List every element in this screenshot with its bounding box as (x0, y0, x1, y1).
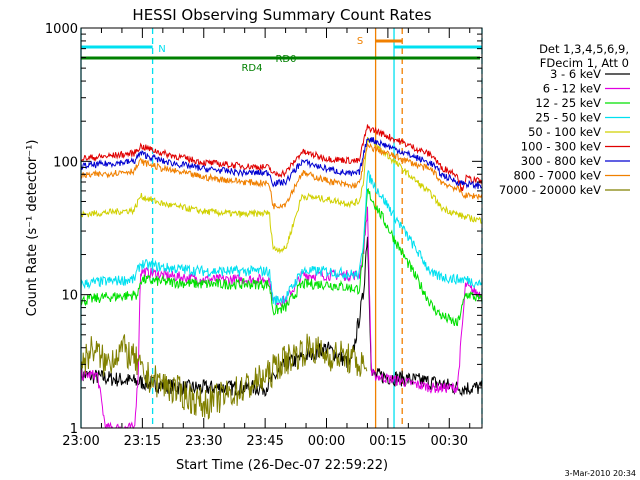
series-layer (80, 124, 483, 430)
annotation-layer: NSRD0RD4 (80, 28, 483, 428)
legend-entry-label: 7000 - 20000 keV (499, 183, 601, 197)
series-line (80, 137, 482, 255)
legend-entry-label: 50 - 100 keV (528, 125, 601, 139)
annotation-label-n: N (158, 44, 165, 55)
series-line (80, 187, 483, 327)
legend-entry-label: 25 - 50 keV (535, 111, 601, 125)
series-line (80, 206, 483, 430)
legend: Det 1,3,4,5,6,9,FDecim 1, Att 03 - 6 keV… (499, 42, 630, 197)
y-tick-label: 1000 (45, 22, 78, 37)
footer-date: 3-Mar-2010 20:34 (565, 469, 636, 478)
axes-layer: 1 10 100 1000 23:00 23:15 23:30 23:45 00:00 00:15… (45, 22, 483, 449)
x-tick-label: 23:45 (246, 434, 283, 449)
x-tick-label: 00:30 (431, 434, 468, 449)
x-axis-label: Start Time (26-Dec-07 22:59:22) (176, 458, 388, 473)
legend-header: Det 1,3,4,5,6,9, (539, 42, 629, 56)
y-tick-label: 10 (61, 289, 78, 304)
x-tick-label: 23:30 (185, 434, 222, 449)
legend-header: FDecim 1, Att 0 (540, 56, 629, 70)
legend-entry-label: 6 - 12 keV (543, 82, 601, 96)
legend-entry-label: 3 - 6 keV (550, 67, 601, 81)
plot-frame (80, 27, 483, 429)
chart-title: HESSI Observing Summary Count Rates (132, 6, 431, 24)
series-line (80, 124, 483, 193)
legend-entry-label: 300 - 800 keV (521, 154, 601, 168)
x-tick-label: 23:00 (62, 434, 99, 449)
legend-entry-label: 12 - 25 keV (535, 96, 601, 110)
series-line (80, 142, 483, 210)
x-tick-label: 00:15 (369, 434, 406, 449)
y-tick-label: 1 (70, 422, 78, 437)
legend-entry-label: 800 - 7000 keV (513, 169, 601, 183)
annotation-label-rd4: RD4 (241, 63, 262, 74)
x-tick-label: 23:15 (124, 434, 161, 449)
annotation-label-s: S (357, 36, 363, 47)
series-line (80, 169, 483, 306)
y-axis-label: Count Rate (s⁻¹ detector⁻¹) (25, 140, 40, 317)
series-line (80, 333, 368, 420)
x-tick-label: 00:00 (308, 434, 345, 449)
series-line (80, 137, 482, 190)
legend-entry-label: 100 - 300 keV (521, 140, 601, 154)
y-tick-label: 100 (53, 155, 78, 170)
